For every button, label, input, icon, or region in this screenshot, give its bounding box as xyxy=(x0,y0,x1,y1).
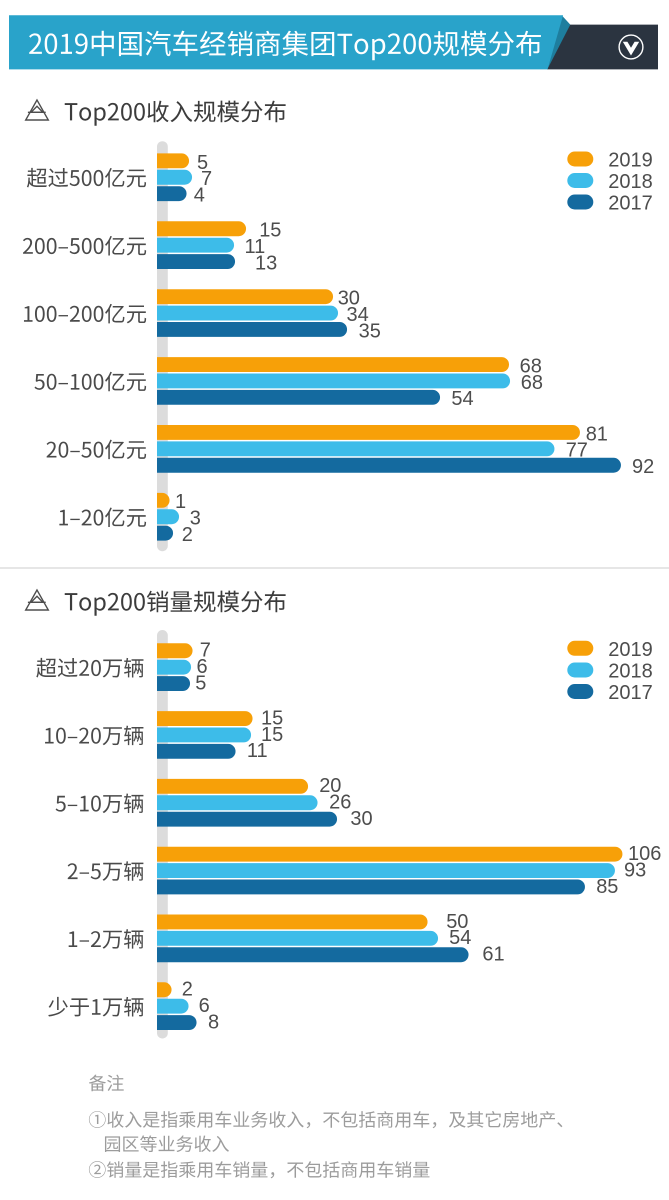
svg-text:6: 6 xyxy=(199,995,210,1017)
svg-text:106: 106 xyxy=(628,843,661,865)
svg-text:5: 5 xyxy=(195,672,206,694)
svg-text:2: 2 xyxy=(182,524,193,546)
svg-text:1: 1 xyxy=(175,491,186,513)
svg-text:26: 26 xyxy=(329,792,351,814)
svg-text:2019: 2019 xyxy=(608,639,653,661)
svg-text:20: 20 xyxy=(319,775,341,797)
svg-text:92: 92 xyxy=(632,456,654,478)
svg-text:2017: 2017 xyxy=(608,193,653,215)
svg-text:30: 30 xyxy=(338,288,360,310)
svg-text:81: 81 xyxy=(586,423,608,445)
svg-text:54: 54 xyxy=(449,927,471,949)
svg-text:35: 35 xyxy=(359,320,381,342)
svg-text:3: 3 xyxy=(190,508,201,530)
svg-text:61: 61 xyxy=(482,944,504,966)
svg-text:15: 15 xyxy=(259,220,281,242)
svg-text:15: 15 xyxy=(261,707,283,729)
svg-text:7: 7 xyxy=(200,640,211,662)
svg-text:54: 54 xyxy=(451,388,473,410)
svg-text:34: 34 xyxy=(347,304,369,326)
svg-text:85: 85 xyxy=(596,876,618,898)
svg-text:93: 93 xyxy=(624,859,646,881)
svg-text:7: 7 xyxy=(201,168,212,190)
svg-text:2: 2 xyxy=(182,979,193,1001)
svg-text:6: 6 xyxy=(197,656,208,678)
svg-text:68: 68 xyxy=(521,372,543,394)
svg-text:13: 13 xyxy=(255,252,277,274)
svg-text:68: 68 xyxy=(520,355,542,377)
svg-text:50: 50 xyxy=(446,911,468,933)
svg-text:4: 4 xyxy=(194,185,205,207)
svg-text:30: 30 xyxy=(350,808,372,830)
svg-text:8: 8 xyxy=(208,1012,219,1034)
svg-text:2018: 2018 xyxy=(608,171,653,193)
svg-text:2018: 2018 xyxy=(608,661,653,683)
svg-text:77: 77 xyxy=(566,440,588,462)
svg-text:11: 11 xyxy=(247,740,268,762)
svg-text:5: 5 xyxy=(197,152,208,174)
svg-text:2017: 2017 xyxy=(608,682,653,704)
svg-text:11: 11 xyxy=(245,236,266,258)
svg-text:2019: 2019 xyxy=(608,150,653,172)
svg-text:15: 15 xyxy=(261,724,283,746)
